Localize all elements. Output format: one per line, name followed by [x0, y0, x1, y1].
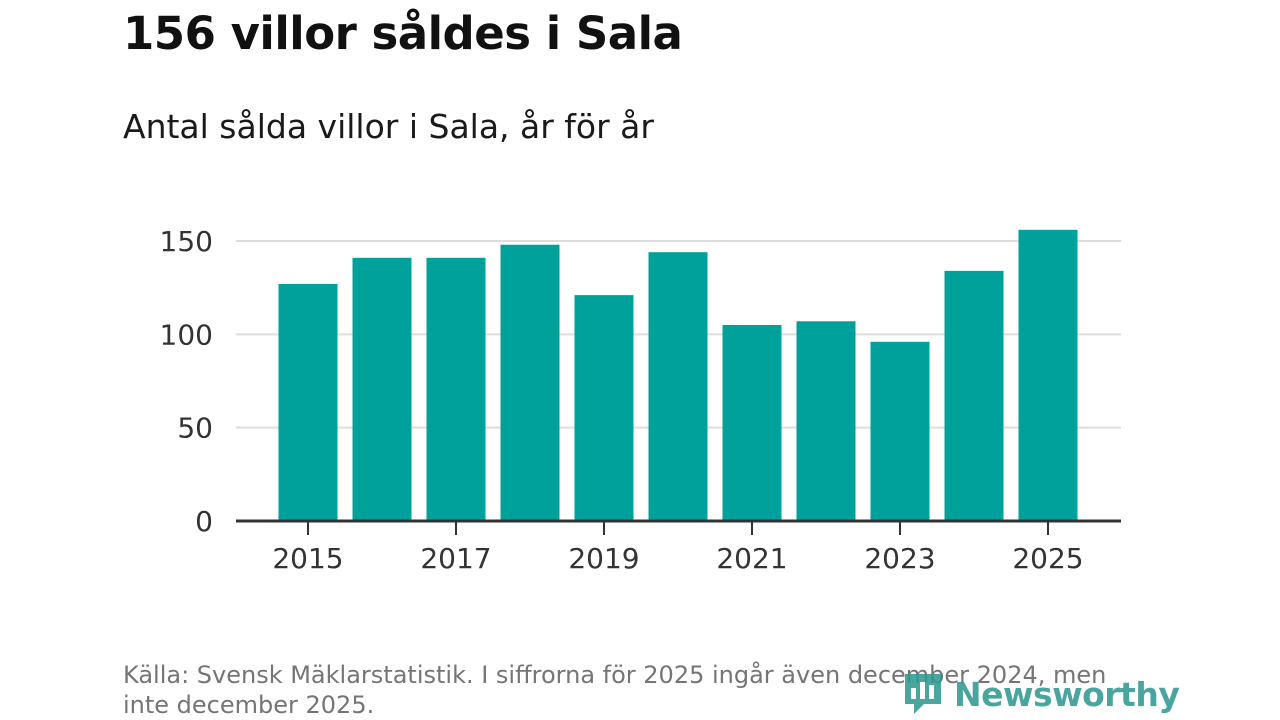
newsworthy-logo: Newsworthy	[902, 670, 1180, 718]
x-tick-label: 2025	[1012, 542, 1083, 575]
bar-2018	[500, 244, 560, 521]
bar-2017	[426, 257, 486, 521]
bar-2023	[870, 341, 930, 521]
x-tick-label: 2017	[420, 542, 491, 575]
y-tick-label: 0	[195, 505, 213, 538]
x-tick-label: 2021	[716, 542, 787, 575]
chart-subtitle: Antal sålda villor i Sala, år för år	[123, 107, 654, 146]
bar-2022	[796, 321, 856, 521]
bar-2019	[574, 295, 634, 521]
bar-2025	[1018, 229, 1078, 522]
x-tick-labels: 2015 2017 2019 2021 2023 2025	[272, 542, 1083, 575]
y-tick-label: 100	[160, 318, 213, 351]
bar-2016	[352, 257, 412, 521]
y-tick-label: 50	[177, 412, 213, 445]
bar-2024	[944, 270, 1004, 521]
bar-2015	[278, 283, 338, 521]
bar-chart: 0 50 100 150 2015 2017 2019 2021 2023 2025	[160, 225, 1121, 575]
newsworthy-logo-icon	[905, 674, 941, 714]
bar-2020	[648, 252, 708, 521]
logo-text: Newsworthy	[954, 674, 1180, 714]
bar-2021	[722, 325, 782, 521]
y-tick-label: 150	[160, 225, 213, 258]
x-tick-label: 2019	[568, 542, 639, 575]
chart-title: 156 villor såldes i Sala	[123, 7, 683, 60]
source-note: Källa: Svensk Mäklarstatistik. I siffror…	[123, 661, 1107, 719]
x-axis	[236, 519, 1121, 535]
y-tick-labels: 0 50 100 150	[160, 225, 213, 538]
x-tick-label: 2015	[272, 542, 343, 575]
x-tick-label: 2023	[864, 542, 935, 575]
bars	[278, 229, 1078, 522]
